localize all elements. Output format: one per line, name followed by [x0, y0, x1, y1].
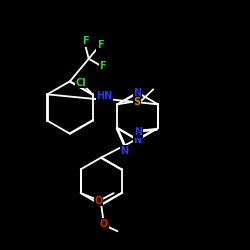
- Text: N: N: [134, 135, 141, 145]
- Text: Cl: Cl: [76, 78, 86, 88]
- Text: S: S: [133, 97, 140, 107]
- Text: O: O: [100, 219, 108, 229]
- Text: F: F: [97, 40, 103, 50]
- Text: F: F: [82, 36, 88, 46]
- Text: F: F: [99, 61, 106, 71]
- Text: N: N: [120, 146, 128, 156]
- Text: HN: HN: [96, 91, 113, 102]
- Text: O: O: [94, 196, 103, 205]
- Text: N: N: [134, 88, 141, 98]
- Text: N: N: [134, 127, 142, 137]
